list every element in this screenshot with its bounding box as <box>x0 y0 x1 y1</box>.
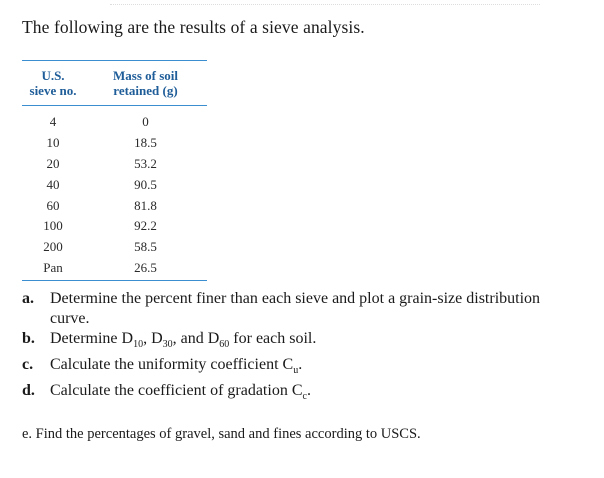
question-d: d. Calculate the coefficient of gradatio… <box>22 381 582 407</box>
question-b: b. Determine D10, D30, and D60 for each … <box>22 329 582 355</box>
mass-cell: 26.5 <box>134 259 157 275</box>
question-b-part3: , and D <box>172 330 220 347</box>
table-row: 10 18.5 <box>22 133 207 154</box>
question-b-part1: Determine D <box>50 330 134 347</box>
question-list: a. Determine the percent finer than each… <box>22 289 582 408</box>
question-d-part2: . <box>306 382 311 400</box>
question-c-part2: . <box>298 356 303 374</box>
header-sieve-line1: U.S. <box>41 68 65 83</box>
mass-cell: 0 <box>142 114 149 130</box>
table-row: 100 92.2 <box>22 216 207 237</box>
sieve-cell: 10 <box>46 135 60 151</box>
sieve-cell: 200 <box>43 239 63 255</box>
sieve-cell: 40 <box>46 176 60 192</box>
subscript-60: 60 <box>219 339 230 351</box>
header-mass-line2: retained (g) <box>113 83 178 98</box>
question-d-part1: Calculate the coefficient of gradation C <box>50 382 303 400</box>
question-d-text: Calculate the coefficient of gradation C… <box>50 381 582 407</box>
question-b-text: Determine D10, D30, and D60 for each soi… <box>50 329 582 355</box>
mass-cell: 18.5 <box>134 135 157 151</box>
question-e: e. Find the percentages of gravel, sand … <box>22 426 421 442</box>
header-mass-retained: Mass of soil retained (g) <box>84 61 207 105</box>
intro-text: The following are the results of a sieve… <box>22 17 365 37</box>
table-row: 20 53.2 <box>22 154 207 175</box>
sieve-cell: Pan <box>43 259 63 275</box>
sieve-cell: 4 <box>49 114 57 130</box>
sieve-cell: 60 <box>46 197 60 213</box>
mass-cell: 58.5 <box>134 239 157 255</box>
question-a-label: a. <box>22 290 34 307</box>
mass-cell: 92.2 <box>134 218 157 234</box>
header-mass-line1: Mass of soil <box>113 68 178 83</box>
question-c: c. Calculate the uniformity coefficient … <box>22 355 582 381</box>
table-row: 200 58.5 <box>22 237 207 258</box>
header-sieve-no: U.S. sieve no. <box>22 61 84 105</box>
table-row: 40 90.5 <box>22 174 207 195</box>
question-b-part4: for each soil. <box>229 330 317 347</box>
mass-cell: 90.5 <box>134 176 157 192</box>
header-sieve-line2: sieve no. <box>29 83 77 98</box>
cropped-text-remnant <box>110 4 540 11</box>
question-c-label: c. <box>22 356 34 374</box>
table-header: U.S. sieve no. Mass of soil retained (g) <box>22 61 207 106</box>
table-row: 60 81.8 <box>22 195 207 216</box>
subscript-30: 30 <box>162 339 173 351</box>
question-a-text: Determine the percent finer than each si… <box>50 290 541 327</box>
question-c-text: Calculate the uniformity coefficient Cu. <box>50 355 582 381</box>
table-row: Pan 26.5 <box>22 258 207 279</box>
mass-cell: 53.2 <box>134 155 157 171</box>
question-d-label: d. <box>22 382 35 400</box>
question-b-part2: , D <box>143 330 163 347</box>
sieve-table: U.S. sieve no. Mass of soil retained (g)… <box>22 60 207 282</box>
sieve-cell: 100 <box>43 218 63 234</box>
subscript-u: u <box>293 365 299 377</box>
sieve-cell: 20 <box>46 155 60 171</box>
subscript-c: c <box>302 391 307 403</box>
question-b-label: b. <box>22 330 35 347</box>
subscript-10: 10 <box>133 339 144 351</box>
question-a: a. Determine the percent finer than each… <box>22 289 582 329</box>
mass-cell: 81.8 <box>134 197 157 213</box>
question-c-part1: Calculate the uniformity coefficient C <box>50 356 294 374</box>
